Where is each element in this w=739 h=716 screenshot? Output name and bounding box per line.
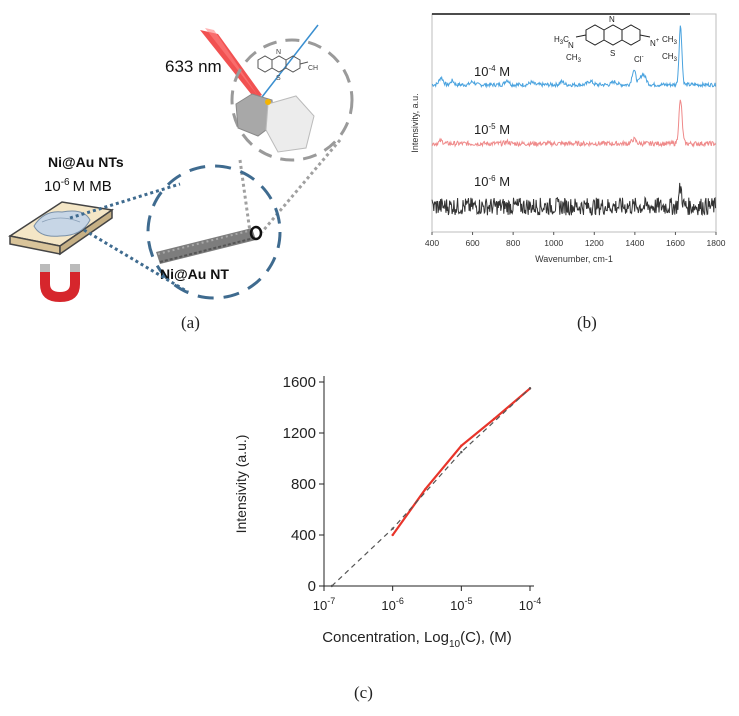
x-tick-label: 600 bbox=[465, 238, 479, 248]
methylene-blue-molecule-small bbox=[257, 55, 309, 73]
x-axis-label-base: Concentration, Log bbox=[322, 629, 449, 646]
molecule-n-right: N+ bbox=[650, 38, 660, 48]
x-tick-label: 400 bbox=[425, 238, 439, 248]
substrate-slab bbox=[8, 201, 114, 256]
molecule-cl: Cl- bbox=[634, 54, 644, 64]
calibration-dashed-point bbox=[330, 584, 334, 588]
x-tick-base: 10 bbox=[313, 598, 327, 613]
spectrum-label-base: 10 bbox=[474, 122, 488, 137]
nanotube-end-ring bbox=[249, 225, 263, 241]
spectrum-label-unit: M bbox=[496, 174, 510, 189]
x-axis-label-sub: 10 bbox=[449, 639, 461, 650]
calibration-solid-point bbox=[460, 444, 463, 447]
concentration-label: 10-6 M MB bbox=[44, 177, 112, 195]
calibration-solid-line bbox=[391, 387, 531, 536]
molecule-ch3-right-2: CH3 bbox=[662, 52, 678, 63]
molecule-s: S bbox=[610, 49, 615, 58]
calibration-solid-point bbox=[424, 487, 427, 491]
x-tick-label: 10-4 bbox=[519, 596, 541, 613]
calibration-dashed-point bbox=[528, 387, 532, 390]
x-tick-label: 800 bbox=[506, 238, 520, 248]
x-tick-exp: -4 bbox=[533, 596, 541, 606]
nanotube-label: Ni@Au NT bbox=[160, 266, 229, 282]
nanotube bbox=[156, 228, 256, 264]
spectrum-label-1: 10-4 M bbox=[474, 64, 510, 79]
molecule-n-small: N bbox=[276, 49, 281, 56]
x-tick-label: 1200 bbox=[585, 238, 604, 248]
methylene-blue-structure bbox=[575, 24, 651, 46]
zoom-circle-bottom bbox=[146, 164, 282, 300]
x-tick-base: 10 bbox=[519, 598, 533, 613]
spectrum-label-exp: -4 bbox=[488, 64, 496, 73]
y-tick-label: 1600 bbox=[283, 374, 316, 391]
spectrum-label-exp: -6 bbox=[488, 174, 496, 183]
y-axis-label: Intensivity, a.u. bbox=[410, 93, 420, 152]
y-tick-label: 800 bbox=[291, 476, 316, 493]
spectrum-label-3: 10-6 M bbox=[474, 174, 510, 189]
spectrum-label-exp: -5 bbox=[488, 122, 496, 131]
spectrum-line-2 bbox=[431, 99, 717, 148]
calibration-solid-point bbox=[391, 533, 394, 537]
molecule-n-top: N bbox=[609, 15, 615, 24]
y-tick-label: 400 bbox=[291, 527, 316, 544]
x-tick-exp: -6 bbox=[396, 596, 404, 606]
hotspot bbox=[265, 99, 271, 105]
y-axis-label: Intensivity (a.u.) bbox=[233, 435, 249, 534]
substrate-label: Ni@Au NTs bbox=[48, 154, 124, 170]
spectrum-line-3 bbox=[431, 182, 717, 216]
zoom-circle-top bbox=[230, 38, 354, 162]
y-tick-label: 0 bbox=[308, 578, 316, 595]
x-axis-label: Wavenumber, cm-1 bbox=[535, 254, 613, 264]
x-tick-base: 10 bbox=[450, 598, 464, 613]
molecule-h3c: H3C bbox=[554, 35, 569, 46]
spectrum-label-base: 10 bbox=[474, 64, 488, 79]
x-tick-label: 1000 bbox=[544, 238, 563, 248]
caption-b: (b) bbox=[577, 313, 597, 332]
laser-beam bbox=[200, 28, 262, 99]
spectrum-label-base: 10 bbox=[474, 174, 488, 189]
calibration-solid-point bbox=[492, 417, 496, 421]
x-tick-base: 10 bbox=[381, 598, 395, 613]
x-tick-exp: -7 bbox=[327, 596, 335, 606]
molecule-s-small: S bbox=[276, 75, 281, 82]
x-tick-label: 10-6 bbox=[381, 596, 403, 613]
spectrum-label-unit: M bbox=[496, 122, 510, 137]
x-tick-label: 1600 bbox=[666, 238, 685, 248]
molecule-ch3-left: CH3 bbox=[566, 53, 582, 64]
raman-spectra-chart: N S H3C N CH3 N+ CH3 CH3 Cl- 10-4 M10-5 … bbox=[410, 13, 726, 264]
calibration-dashed-line bbox=[331, 387, 531, 587]
x-tick-label: 10-5 bbox=[450, 596, 472, 613]
molecule-ch3-small: CH bbox=[308, 65, 318, 72]
x-tick-label: 10-7 bbox=[313, 596, 335, 613]
spectrum-label-unit: M bbox=[496, 64, 510, 79]
zoom-line-2 bbox=[260, 139, 342, 233]
slab-zoom-line-1 bbox=[69, 182, 181, 220]
x-axis-label: Concentration, Log10(C), (M) bbox=[322, 629, 512, 650]
x-axis-label-tail: (C), (M) bbox=[460, 629, 512, 646]
calibration-dashed-point bbox=[391, 527, 394, 530]
molecule-ch3-right-1: CH3 bbox=[662, 35, 678, 46]
nanoparticle-light bbox=[265, 95, 315, 153]
magnet-icon bbox=[40, 264, 80, 302]
x-tick-exp: -5 bbox=[465, 596, 473, 606]
laser-wavelength-label: 633 nm bbox=[165, 57, 222, 76]
scattered-beam bbox=[261, 24, 319, 98]
y-tick-label: 1200 bbox=[283, 425, 316, 442]
spectrum-line-1 bbox=[431, 25, 717, 89]
slab-zoom-line-2 bbox=[83, 228, 189, 294]
x-tick-label: 1400 bbox=[625, 238, 644, 248]
molecule-n-left: N bbox=[568, 41, 574, 50]
caption-a: (a) bbox=[181, 313, 200, 332]
calibration-dashed-point bbox=[460, 450, 463, 454]
caption-c: (c) bbox=[354, 683, 373, 702]
x-tick-label: 1800 bbox=[707, 238, 726, 248]
schematic-illustration: 633 nm N S CH Ni@Au NT Ni@Au NTs 10-6 M M… bbox=[8, 24, 354, 302]
spectrum-label-2: 10-5 M bbox=[474, 122, 510, 137]
